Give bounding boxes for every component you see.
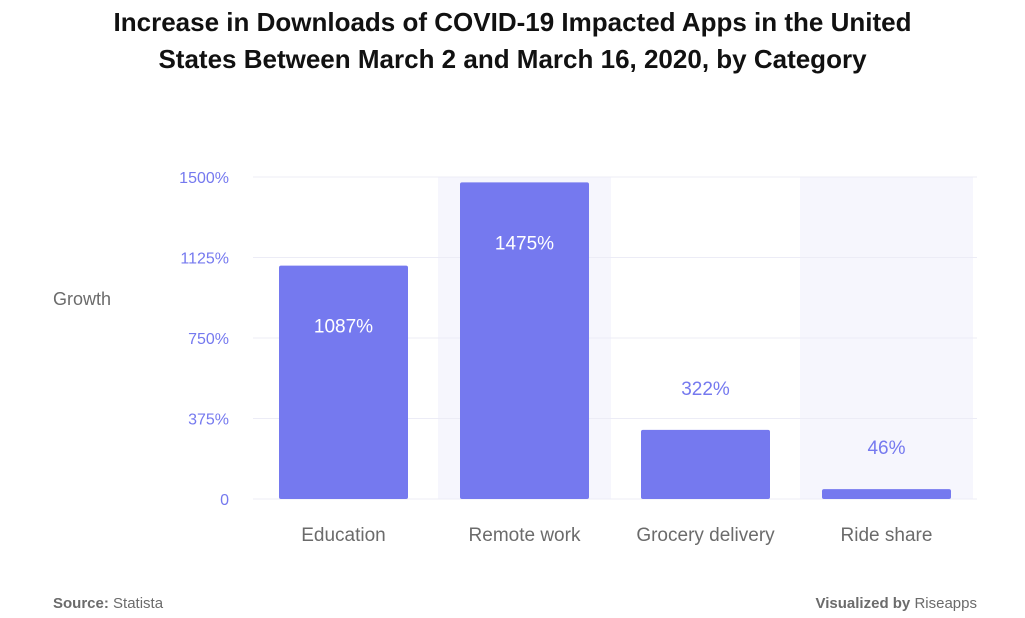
bar-value-label: 322%	[681, 379, 730, 400]
bar	[460, 182, 589, 499]
x-category-label: Grocery delivery	[636, 525, 775, 546]
x-category-label: Remote work	[469, 525, 581, 546]
bar	[641, 429, 770, 499]
source-credit: Source: Statista	[53, 595, 163, 612]
y-tick-label: 1500%	[179, 170, 229, 187]
bar	[279, 265, 408, 499]
visualized-by-credit: Visualized by Riseapps	[816, 595, 977, 612]
visualized-by-value: Riseapps	[914, 595, 977, 612]
x-category-label: Education	[301, 525, 386, 546]
bar-value-label: 1475%	[495, 233, 554, 254]
x-category-label: Ride share	[841, 525, 933, 546]
y-tick-label: 0	[220, 492, 229, 509]
y-tick-label: 1125%	[180, 251, 229, 268]
chart-title-line-1: Increase in Downloads of COVID-19 Impact…	[113, 7, 912, 37]
chart-title-line-2: States Between March 2 and March 16, 202…	[158, 44, 867, 74]
y-axis-title: Growth	[53, 289, 111, 309]
source-label: Source:	[53, 595, 109, 612]
y-tick-label: 375%	[188, 412, 229, 429]
visualized-by-label: Visualized by	[815, 595, 911, 612]
y-tick-label: 750%	[188, 331, 229, 348]
bar-value-label: 46%	[867, 438, 905, 459]
source-value: Statista	[113, 595, 164, 612]
bar	[822, 489, 951, 499]
bar-value-label: 1087%	[314, 317, 373, 338]
chart-title: Increase in Downloads of COVID-19 Impact…	[0, 4, 1025, 78]
